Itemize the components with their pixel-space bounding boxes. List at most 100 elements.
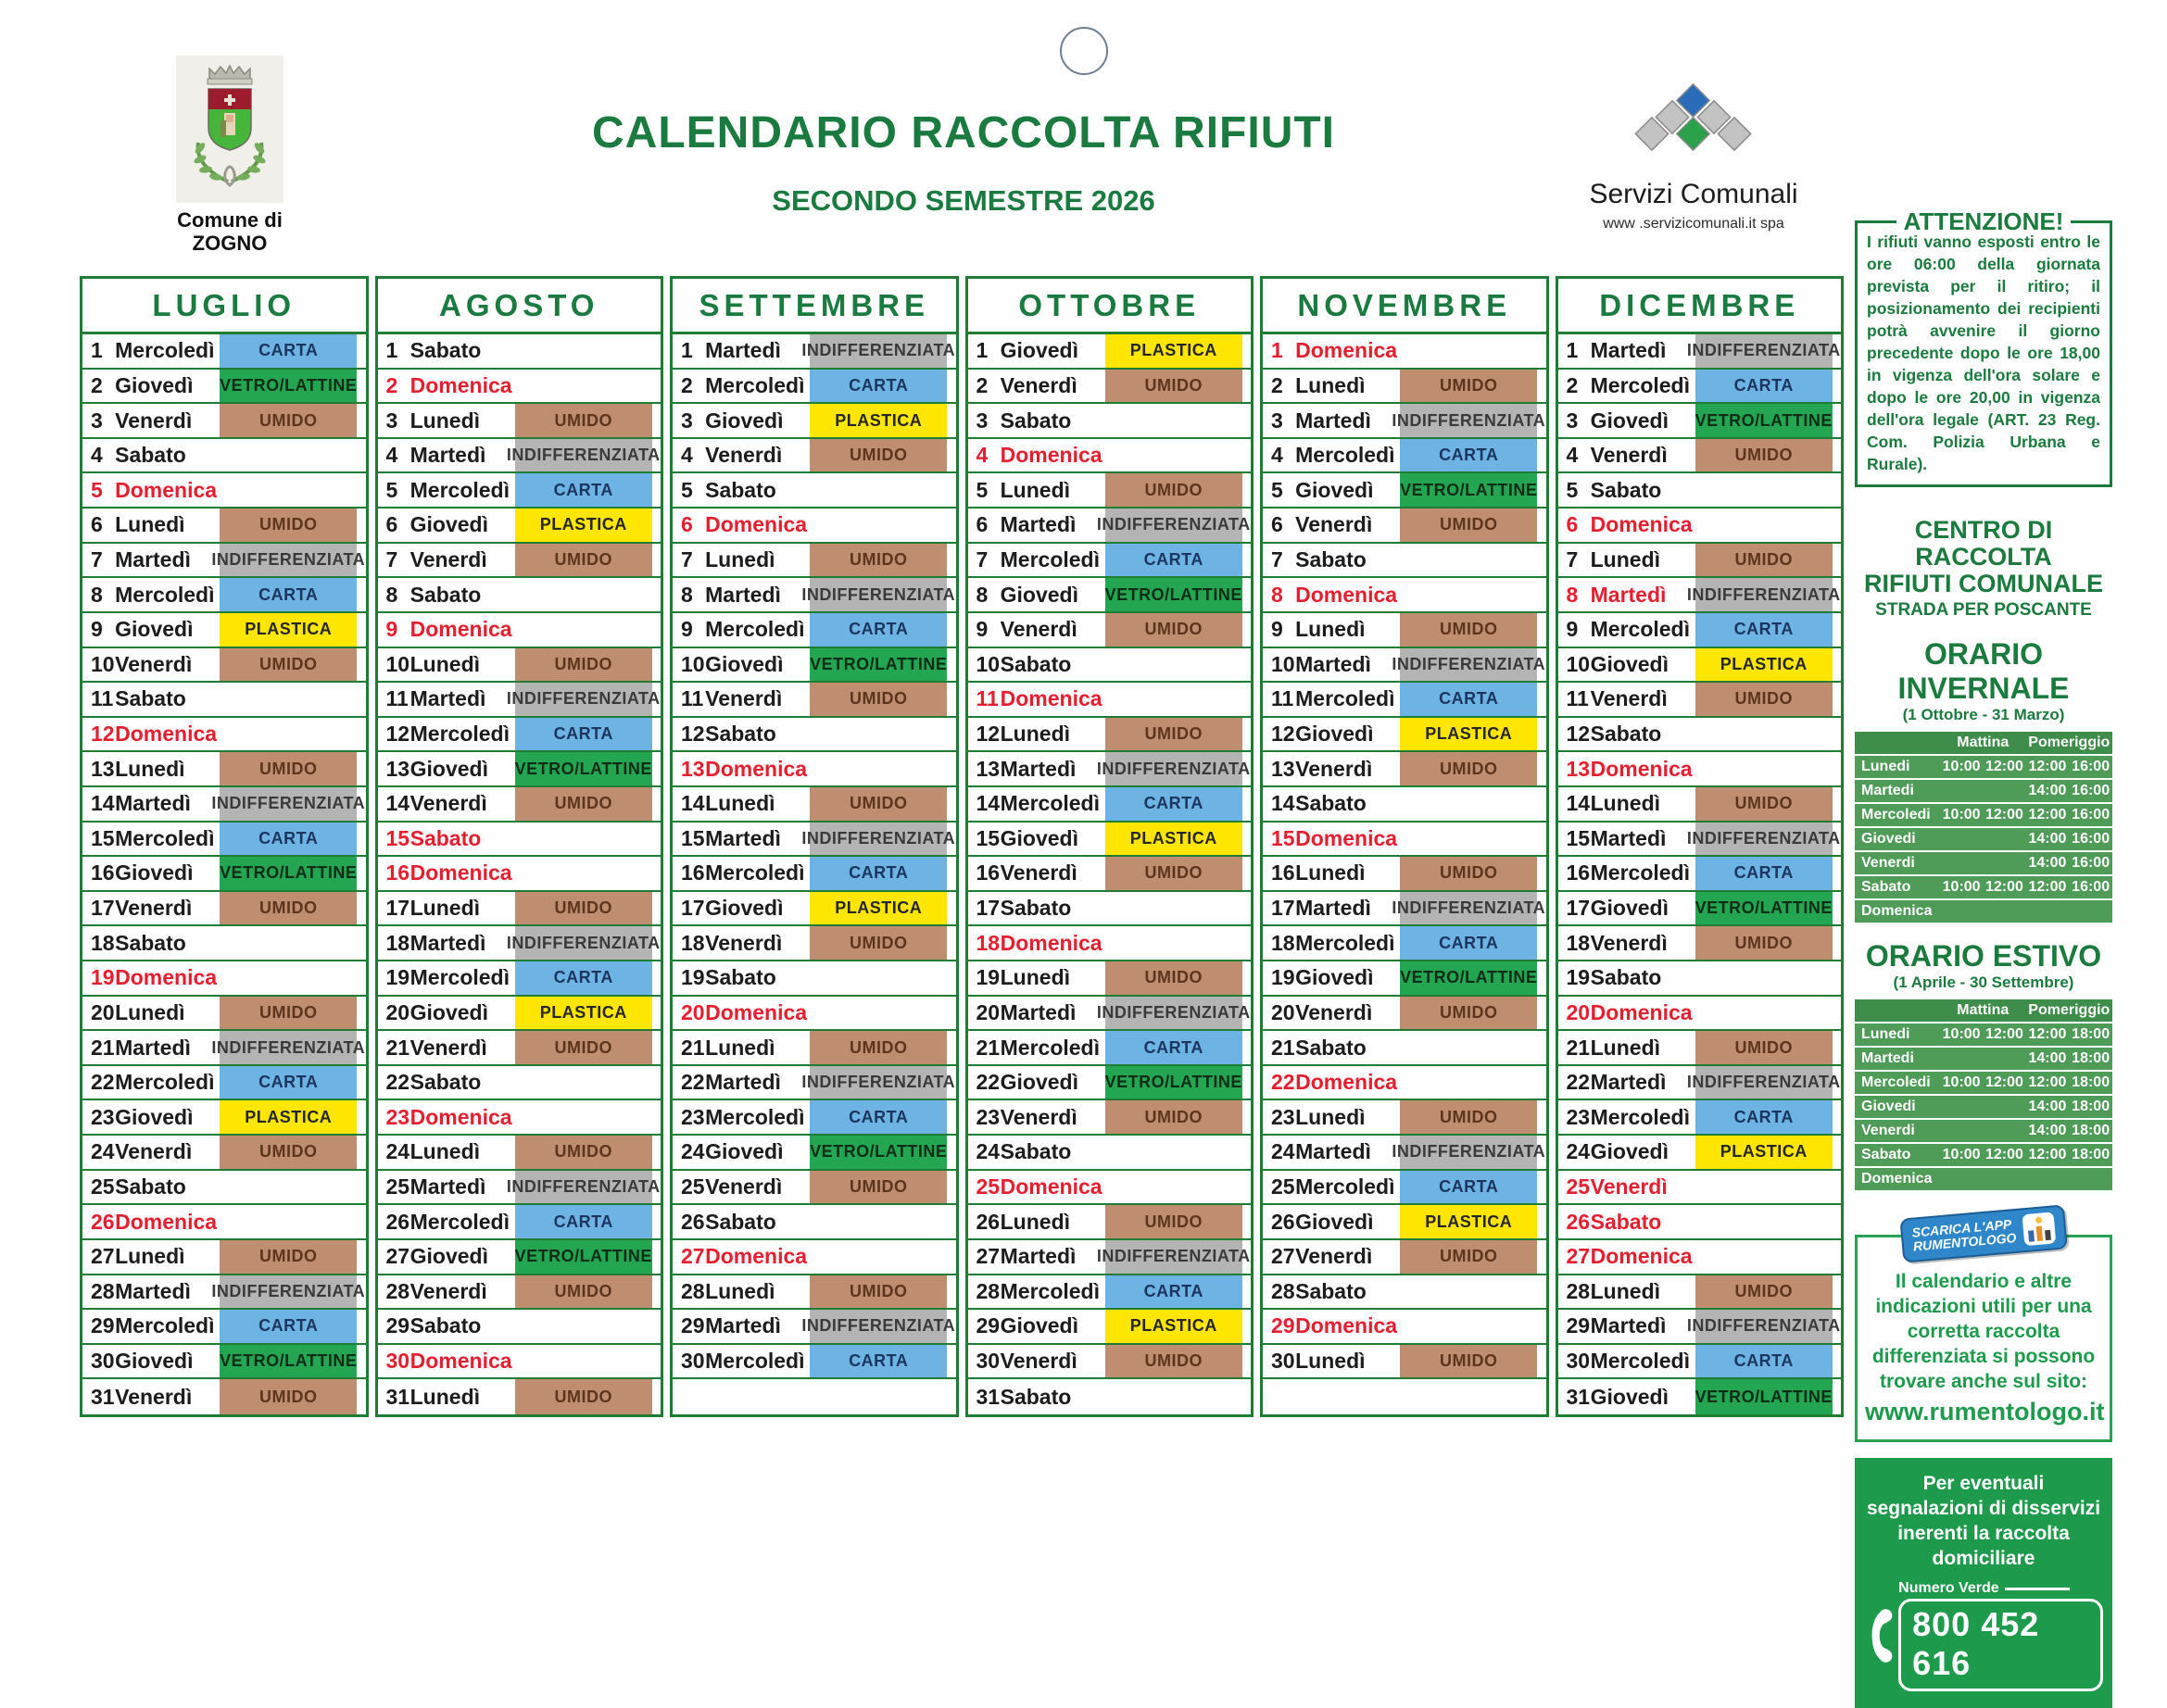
orario-time bbox=[1939, 1047, 1984, 1072]
calendar-day-row: 19 Domenica bbox=[82, 961, 366, 997]
day-name: Mercoledì bbox=[409, 477, 510, 502]
calendar-day-row: 10 Lunedì UMIDO bbox=[377, 647, 661, 684]
day-number: 25 bbox=[976, 1174, 1001, 1199]
calendar-day-row: 21 Venerdì UMIDO bbox=[377, 1031, 661, 1066]
day-number: 24 bbox=[91, 1139, 115, 1164]
day-name: Domenica bbox=[1000, 686, 1102, 711]
month-body: 1 Martedì INDIFFERENZIATA 2 Mercoledì CARTA 3 G… bbox=[673, 334, 956, 1414]
segnalazioni-box: Per eventuali segnalazioni di disservizi… bbox=[1855, 1458, 2112, 1708]
orario-time bbox=[1983, 1167, 2026, 1192]
day-number: 21 bbox=[1566, 1035, 1591, 1060]
day-name: Venerdì bbox=[115, 1384, 193, 1409]
day-number: 17 bbox=[681, 896, 705, 921]
calendar-day-row: 20 Domenica bbox=[673, 997, 956, 1032]
calendar-day-row: 27 Martedì INDIFFERENZIATA bbox=[967, 1239, 1251, 1275]
calendar-day-row: 28 Lunedì UMIDO bbox=[1557, 1275, 1841, 1311]
day-number: 9 bbox=[385, 617, 398, 642]
calendar-day-row: 5 Sabato bbox=[1557, 473, 1841, 509]
month-body: 1 Sabato 2 Domenica 3 Lunedì UMIDO 4 Martedì INDI… bbox=[377, 334, 661, 1414]
waste-badge: UMIDO bbox=[1104, 612, 1242, 647]
waste-badge: VETRO/LATTINE bbox=[1400, 473, 1538, 508]
attenzione-title: ATTENZIONE! bbox=[1858, 207, 2110, 236]
calendar-day-row: 16 Lunedì UMIDO bbox=[1263, 857, 1546, 892]
day-number: 10 bbox=[976, 651, 1001, 676]
day-number: 8 bbox=[385, 582, 398, 607]
day-name: Mercoledì bbox=[1295, 1174, 1395, 1199]
day-name: Giovedì bbox=[1590, 896, 1669, 921]
day-name: Martedì bbox=[115, 546, 191, 571]
orario-day-name: Sabato bbox=[1855, 875, 1940, 900]
day-name: Lunedì bbox=[1590, 1035, 1661, 1060]
day-name: Venerdì bbox=[115, 408, 193, 433]
day-number: 18 bbox=[1271, 930, 1295, 955]
day-number: 2 bbox=[1271, 372, 1283, 397]
calendar-day-row: 3 Giovedì PLASTICA bbox=[673, 404, 956, 439]
calendar-day-row: 5 Lunedì UMIDO bbox=[967, 473, 1251, 509]
day-number: 25 bbox=[385, 1174, 410, 1199]
calendar-day-row: 10 Venerdì UMIDO bbox=[82, 647, 366, 684]
calendar-day-row: 31 Giovedì VETRO/LATTINE bbox=[1558, 1379, 1842, 1414]
day-name: Mercoledì bbox=[409, 965, 510, 990]
orario-time: 16:00 bbox=[2069, 779, 2112, 804]
waste-badge: CARTA bbox=[1400, 1170, 1538, 1204]
month-header: LUGLIO bbox=[82, 279, 366, 334]
day-number: 19 bbox=[91, 965, 115, 990]
calendar-day-row: 22 Martedì INDIFFERENZIATA bbox=[673, 1065, 956, 1101]
day-number: 1 bbox=[1566, 338, 1579, 363]
day-name: Venerdì bbox=[115, 1139, 193, 1164]
calendar-day-row: 9 Lunedì UMIDO bbox=[1263, 612, 1546, 648]
orario-time bbox=[1983, 779, 2026, 804]
day-number: 23 bbox=[976, 1104, 1001, 1129]
calendar-day-row: 6 Domenica bbox=[1557, 509, 1841, 544]
day-name: Martedì bbox=[1295, 651, 1371, 676]
day-name: Lunedì bbox=[1295, 372, 1366, 397]
calendar-day-row: 21 Martedì INDIFFERENZIATA bbox=[82, 1031, 366, 1066]
orario-time: 12:00 bbox=[2025, 803, 2070, 828]
calendar-day-row: 6 Giovedì PLASTICA bbox=[377, 509, 661, 544]
day-name: Giovedì bbox=[1295, 722, 1374, 747]
day-number: 31 bbox=[1566, 1384, 1591, 1409]
day-number: 11 bbox=[1566, 686, 1589, 711]
calendar-day-row: 21 Lunedì UMIDO bbox=[1557, 1031, 1841, 1066]
day-name: Sabato bbox=[1000, 1384, 1072, 1409]
orario-time: 12:00 bbox=[2025, 755, 2070, 780]
day-number: 17 bbox=[385, 896, 410, 921]
waste-badge: UMIDO bbox=[514, 786, 652, 821]
calendar-day-row: 5 Domenica bbox=[82, 473, 366, 509]
day-number: 26 bbox=[681, 1209, 705, 1234]
orario-time: 14:00 bbox=[2025, 779, 2070, 804]
calendar-day-row: 13 Venerdì UMIDO bbox=[1263, 752, 1546, 787]
day-name: Sabato bbox=[1295, 546, 1367, 571]
segnalazioni-text: Per eventuali segnalazioni di disservizi… bbox=[1866, 1473, 2101, 1569]
day-number: 15 bbox=[91, 825, 115, 850]
day-number: 3 bbox=[681, 408, 693, 433]
day-number: 14 bbox=[1271, 791, 1295, 816]
day-number: 10 bbox=[385, 651, 410, 676]
day-number: 13 bbox=[91, 756, 115, 781]
orario-day-name: Mercoledi bbox=[1855, 803, 1940, 828]
day-name: Domenica bbox=[1000, 930, 1102, 955]
waste-badge: INDIFFERENZIATA bbox=[211, 1275, 365, 1309]
day-number: 15 bbox=[1566, 825, 1591, 850]
day-number: 13 bbox=[385, 756, 410, 781]
orario-day-name: Venerdi bbox=[1855, 851, 1940, 876]
day-number: 18 bbox=[976, 930, 1001, 955]
calendar-day-row: 20 Venerdì UMIDO bbox=[1263, 996, 1546, 1032]
numero-verde-label: Numero Verde bbox=[1898, 1580, 2103, 1597]
calendar-day-row: 2 Lunedì UMIDO bbox=[1263, 369, 1546, 405]
calendar-day-row: 10 Sabato bbox=[967, 648, 1251, 684]
day-name: Sabato bbox=[1590, 1209, 1662, 1234]
waste-badge: PLASTICA bbox=[220, 1100, 358, 1135]
waste-badge: VETRO/LATTINE bbox=[810, 1136, 948, 1169]
day-number: 25 bbox=[681, 1174, 705, 1199]
waste-badge: UMIDO bbox=[1400, 857, 1538, 890]
day-number: 17 bbox=[976, 896, 1001, 921]
day-name: Martedì bbox=[1295, 896, 1371, 921]
commune-logo-block: Comune di ZOGNO bbox=[156, 56, 304, 255]
orario-day-name: Sabato bbox=[1855, 1143, 1940, 1168]
phone-icon bbox=[1871, 1609, 1893, 1663]
day-name: Giovedì bbox=[409, 999, 488, 1024]
day-name: Mercoledì bbox=[1000, 546, 1100, 571]
day-name: Venerdì bbox=[1000, 1349, 1077, 1374]
day-number: 24 bbox=[1271, 1139, 1295, 1164]
